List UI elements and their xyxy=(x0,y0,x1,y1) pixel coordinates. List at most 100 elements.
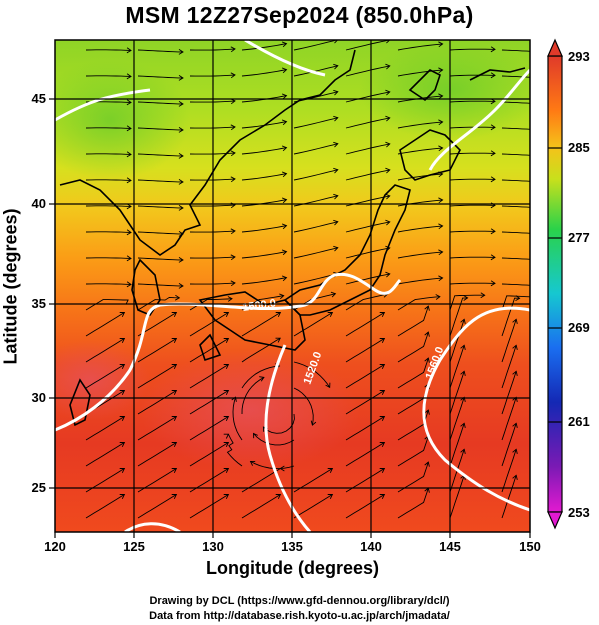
streamline-arrowhead xyxy=(460,370,466,377)
streamline-arrowhead xyxy=(333,193,339,200)
colorbar-min-arrow xyxy=(547,511,563,530)
streamline xyxy=(137,416,177,441)
streamline-arrowhead xyxy=(223,416,230,421)
streamline-arrowhead xyxy=(385,193,391,200)
streamline-arrowhead xyxy=(533,295,537,300)
streamline-arrowhead xyxy=(595,152,599,157)
streamline xyxy=(85,312,125,337)
streamline-arrowhead xyxy=(119,364,126,369)
streamline xyxy=(241,312,281,337)
streamline-arrowhead xyxy=(379,442,386,447)
streamline xyxy=(345,169,390,181)
streamline-arrowhead xyxy=(275,337,281,343)
streamline xyxy=(397,121,443,129)
streamline xyxy=(263,413,295,434)
streamline-arrowhead xyxy=(595,282,599,287)
streamline xyxy=(397,147,443,155)
streamline-arrowhead xyxy=(281,223,288,230)
streamline-arrowhead xyxy=(126,47,132,54)
streamline xyxy=(241,377,265,415)
streamline xyxy=(85,75,132,77)
streamline-arrowhead xyxy=(438,275,444,282)
streamline xyxy=(501,345,517,389)
streamline-arrowhead xyxy=(281,197,288,204)
streamline xyxy=(85,257,132,259)
streamline-arrowhead xyxy=(435,294,441,300)
streamline-arrowhead xyxy=(565,449,570,454)
streamline xyxy=(501,319,517,363)
streamline xyxy=(449,48,496,51)
streamline-arrowhead xyxy=(379,338,386,343)
colorbar-label: 261 xyxy=(568,414,590,429)
streamline xyxy=(397,305,429,337)
streamline-arrowhead xyxy=(223,494,230,499)
streamline-arrowhead xyxy=(385,141,391,148)
contour-label: 1500.0 xyxy=(242,297,277,314)
streamline xyxy=(137,179,184,183)
streamline xyxy=(449,126,496,129)
y-axis-label: Latitude (degrees) xyxy=(0,208,21,365)
streamline-arrowhead xyxy=(230,72,236,79)
streamline-arrowhead xyxy=(119,416,126,421)
colorbar: 293 285 277 269 261 253 xyxy=(547,38,590,530)
streamline xyxy=(85,205,132,207)
streamline-arrowhead xyxy=(512,474,518,481)
streamline xyxy=(85,283,132,285)
x-axis-label: Longitude (degrees) xyxy=(205,558,379,578)
streamline-arrowhead xyxy=(123,299,129,305)
streamline xyxy=(345,338,385,363)
streamline xyxy=(293,143,338,155)
streamline-arrowhead xyxy=(424,305,430,311)
cool-region xyxy=(55,60,190,180)
streamline-arrowhead xyxy=(230,280,236,287)
streamline-arrowhead xyxy=(463,295,469,301)
streamline-arrowhead xyxy=(595,256,599,261)
streamline xyxy=(449,297,468,337)
streamline-arrowhead xyxy=(585,294,589,299)
streamline xyxy=(449,204,496,207)
streamline xyxy=(501,283,530,286)
streamline xyxy=(293,494,333,519)
streamline-arrowhead xyxy=(171,442,178,447)
streamline-arrowhead xyxy=(379,416,386,421)
streamline-arrowhead xyxy=(490,280,496,287)
streamline xyxy=(85,153,132,155)
streamline-arrowhead xyxy=(379,364,386,369)
streamline-arrowhead xyxy=(178,75,184,81)
streamline-arrowhead xyxy=(595,126,599,131)
streamline xyxy=(501,49,530,52)
streamline-arrowhead xyxy=(385,63,391,70)
streamline-arrowhead xyxy=(424,461,430,467)
streamline xyxy=(501,101,530,104)
y-tick-label: 35 xyxy=(32,296,46,311)
streamline-arrowhead xyxy=(281,119,288,126)
streamline-arrowhead xyxy=(259,376,265,382)
streamline xyxy=(449,178,496,181)
streamline-arrowhead xyxy=(119,442,126,447)
streamline xyxy=(241,43,287,51)
streamline-arrowhead xyxy=(385,89,391,96)
streamline-arrowhead xyxy=(171,468,178,473)
streamline-arrowhead xyxy=(119,390,126,395)
streamline-arrowhead xyxy=(310,420,317,426)
streamline-arrowhead xyxy=(230,176,236,183)
streamline xyxy=(85,338,125,363)
streamline xyxy=(345,416,385,441)
streamline-arrowhead xyxy=(424,409,430,415)
streamline-arrowhead xyxy=(119,468,126,473)
streamline xyxy=(501,297,520,337)
streamline-arrowhead xyxy=(178,101,184,107)
streamline-arrowhead xyxy=(223,468,230,473)
streamline-arrowhead xyxy=(438,41,444,48)
colorbar-label: 253 xyxy=(568,505,590,520)
streamline xyxy=(189,364,229,389)
streamline xyxy=(241,365,280,389)
colorbar-max-arrow xyxy=(547,38,563,57)
streamline-arrowhead xyxy=(279,293,285,300)
streamline xyxy=(241,69,287,77)
streamline xyxy=(241,337,281,363)
streamline-arrowhead xyxy=(327,312,334,317)
streamline-arrowhead xyxy=(438,119,444,126)
streamline-arrowhead xyxy=(460,448,466,455)
